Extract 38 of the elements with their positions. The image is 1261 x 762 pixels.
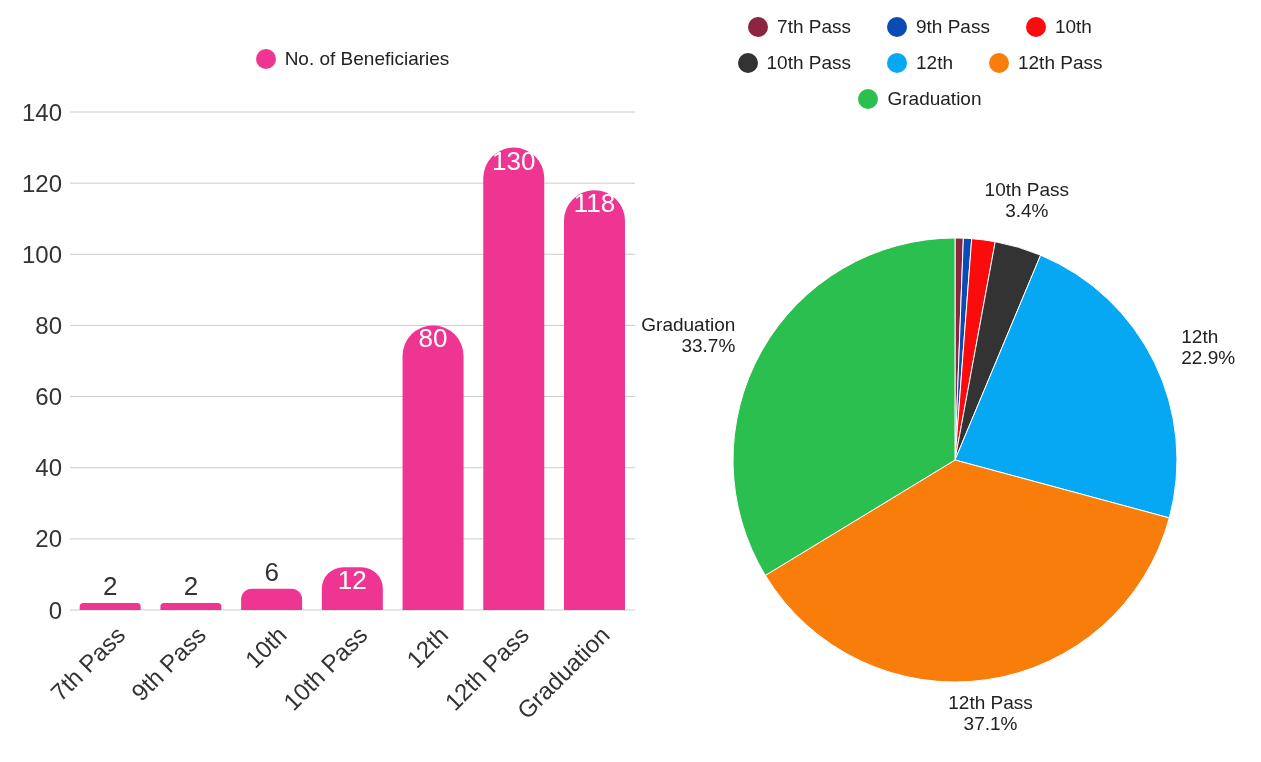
data-label: 130 xyxy=(492,145,536,176)
bar xyxy=(563,190,625,610)
data-label: 33.7% xyxy=(681,334,736,356)
bar xyxy=(79,602,141,610)
data-label: 2 xyxy=(102,570,118,601)
legend-label: No. of Beneficiaries xyxy=(284,48,450,70)
legend-label: 7th Pass xyxy=(777,16,851,38)
legend-label: 10th xyxy=(1054,16,1092,38)
x-tick-label: 10th xyxy=(239,620,292,674)
bar xyxy=(241,588,303,610)
y-tick-label: 100 xyxy=(21,240,62,268)
bar xyxy=(402,325,464,610)
data-label: 3.4% xyxy=(1005,200,1049,222)
data-label: 37.1% xyxy=(963,713,1018,735)
x-tick-label: 12th xyxy=(401,620,454,674)
slice-label: 12th xyxy=(1181,326,1219,348)
y-tick-label: 20 xyxy=(35,525,62,553)
bar xyxy=(160,602,222,610)
y-tick-label: 60 xyxy=(35,383,62,411)
data-label: 118 xyxy=(573,188,616,219)
legend-label: 9th Pass xyxy=(916,16,990,38)
y-tick-label: 140 xyxy=(21,98,62,126)
data-label: 2 xyxy=(183,570,199,601)
y-tick-label: 0 xyxy=(48,596,62,624)
data-label: 22.9% xyxy=(1181,347,1236,369)
y-tick-label: 80 xyxy=(35,311,62,339)
data-label: 6 xyxy=(264,556,279,587)
legend-label: 10th Pass xyxy=(766,52,851,74)
data-label: 80 xyxy=(418,323,448,354)
legend-label: Graduation xyxy=(887,88,982,110)
y-tick-label: 120 xyxy=(21,169,62,197)
data-label: 12 xyxy=(337,565,367,596)
y-tick-label: 40 xyxy=(35,454,62,482)
legend-label: 12th Pass xyxy=(1017,52,1103,74)
legend-label: 12th xyxy=(916,52,953,74)
slice-label: 10th Pass xyxy=(984,179,1070,201)
bar xyxy=(483,147,545,610)
slice-label: Graduation xyxy=(641,313,736,335)
